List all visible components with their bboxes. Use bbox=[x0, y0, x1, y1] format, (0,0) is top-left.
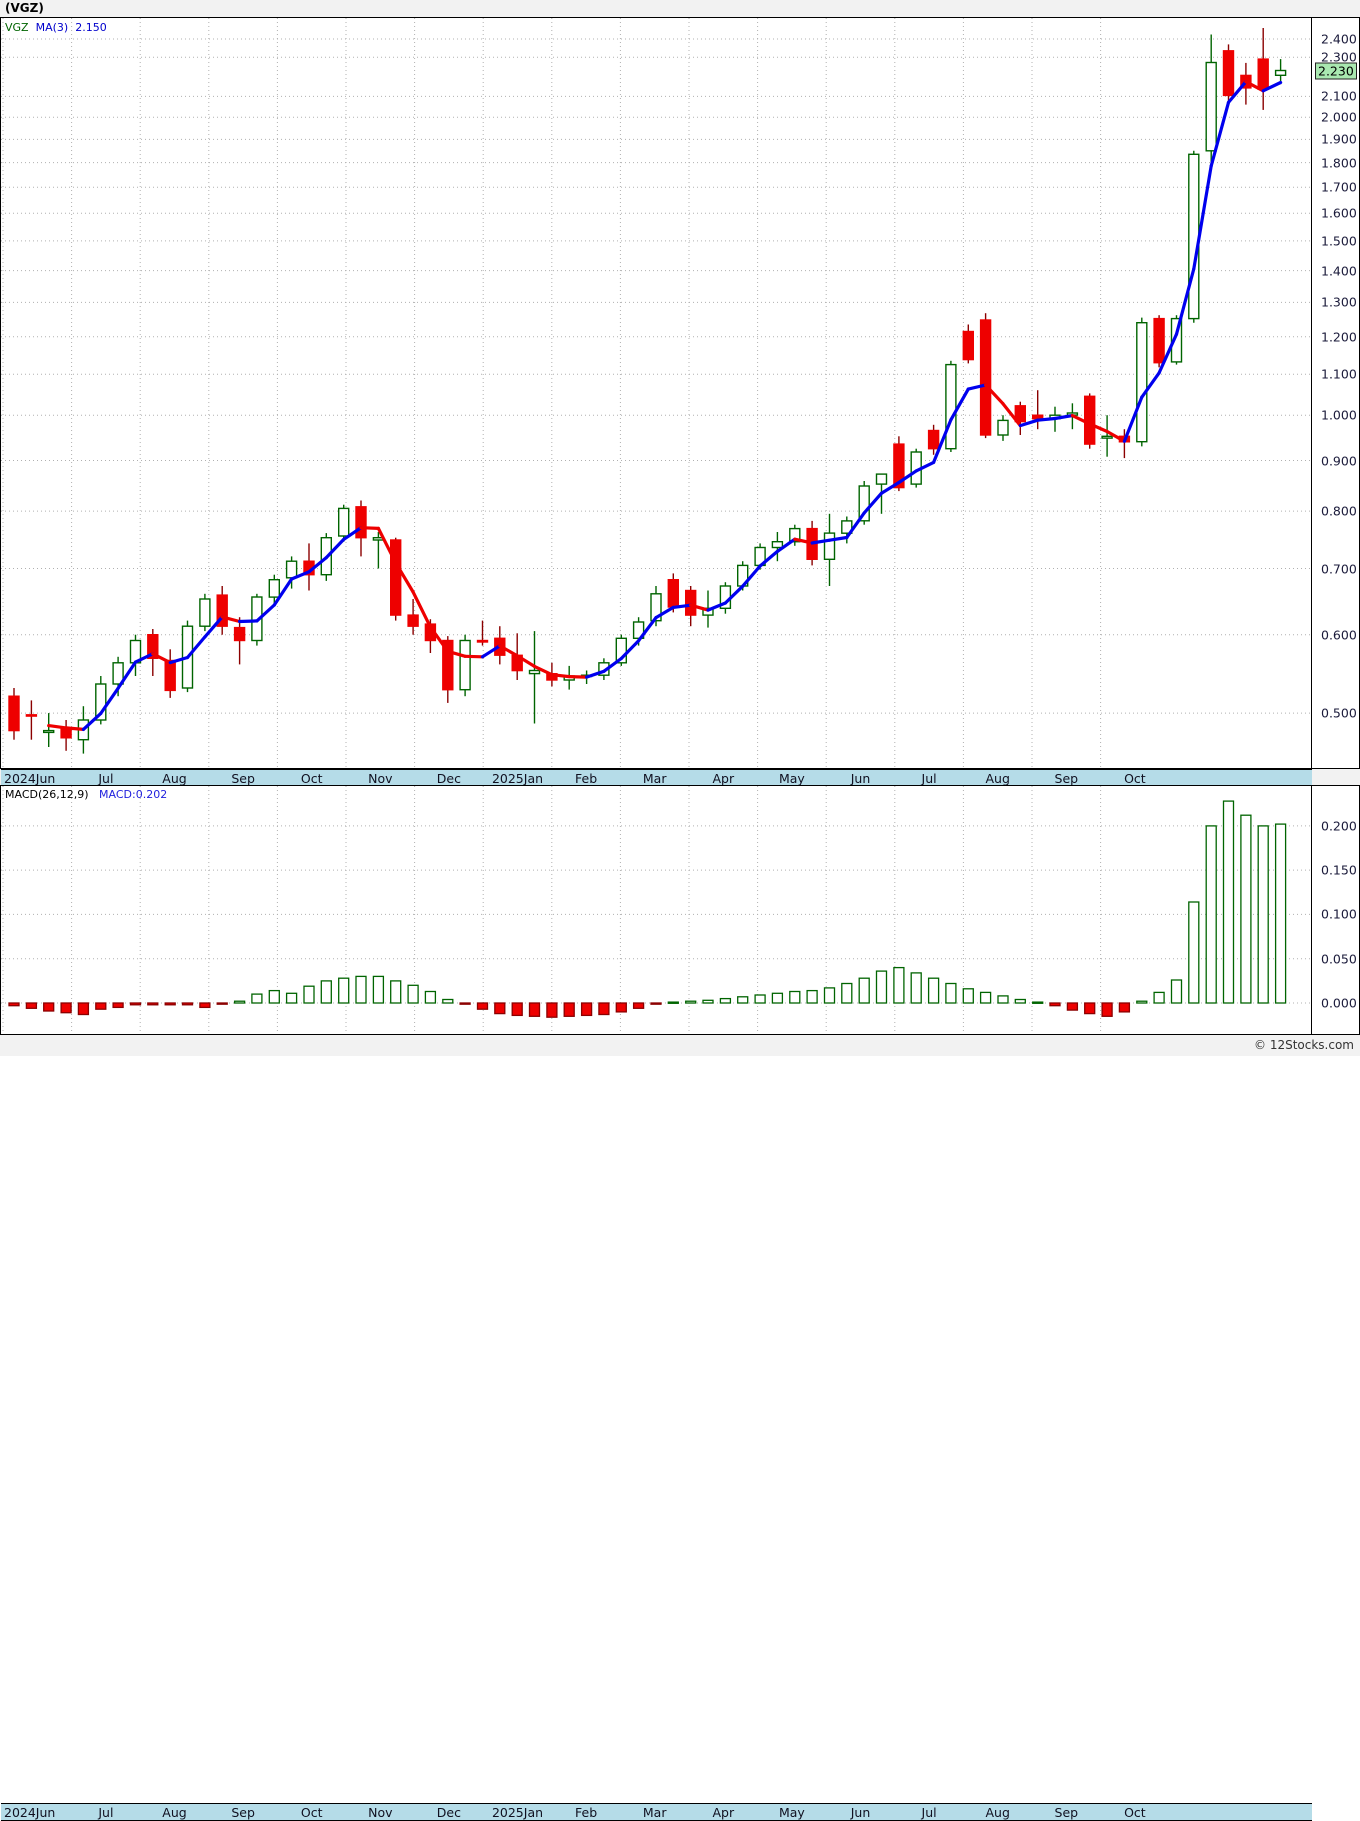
macd-y-tick: 0.150 bbox=[1321, 862, 1357, 878]
macd-date-label: Nov bbox=[368, 1805, 393, 1820]
macd-date-label: Aug bbox=[985, 1805, 1010, 1820]
price-y-tick: 1.500 bbox=[1321, 233, 1357, 249]
price-y-tick: 0.900 bbox=[1321, 453, 1357, 468]
price-date-label: Mar bbox=[642, 771, 667, 786]
price-date-label: Oct bbox=[1124, 771, 1146, 786]
price-y-tick: 1.700 bbox=[1321, 179, 1357, 195]
price-date-label: Feb bbox=[575, 771, 598, 786]
price-date-label: Sep bbox=[231, 771, 255, 786]
macd-y-tick: 0.050 bbox=[1321, 951, 1357, 967]
price-date-label: Nov bbox=[368, 771, 393, 786]
legend-macd-name: MACD(26,12,9) bbox=[5, 788, 89, 801]
macd-y-tick: 0.100 bbox=[1321, 906, 1357, 922]
price-date-label: Apr bbox=[712, 771, 735, 786]
legend-macd-value: MACD:0.202 bbox=[99, 788, 168, 801]
chart-footer: © 12Stocks.com bbox=[0, 1036, 1360, 1056]
macd-date-label: Dec bbox=[436, 1805, 461, 1820]
price-date-label: 2025Jan bbox=[491, 771, 544, 786]
page-title: (VGZ) bbox=[5, 1, 44, 15]
price-legend: VGZ MA(3) 2.150 bbox=[5, 21, 107, 34]
price-y-tick: 1.400 bbox=[1321, 263, 1357, 279]
price-y-tick: 1.900 bbox=[1321, 131, 1357, 147]
price-y-tick: 1.600 bbox=[1321, 205, 1357, 221]
macd-axis-divider bbox=[1311, 786, 1312, 1034]
macd-date-label: Jun bbox=[850, 1805, 871, 1820]
price-y-tick: 0.700 bbox=[1321, 561, 1357, 576]
price-candlestick-svg bbox=[1, 18, 1311, 768]
macd-date-label: Feb bbox=[575, 1805, 598, 1820]
price-y-tick: 1.100 bbox=[1321, 366, 1357, 382]
macd-date-label: 2024Jun bbox=[4, 1805, 56, 1820]
chart-header: (VGZ) bbox=[0, 0, 1360, 17]
last-price-badge: 2.230 bbox=[1315, 62, 1357, 79]
macd-date-label: Aug bbox=[162, 1805, 187, 1820]
copyright-label: © 12Stocks.com bbox=[1254, 1038, 1354, 1052]
price-date-label: Dec bbox=[436, 771, 461, 786]
macd-date-label: Sep bbox=[231, 1805, 255, 1820]
macd-date-label: Sep bbox=[1054, 1805, 1079, 1820]
legend-symbol: VGZ bbox=[5, 21, 29, 34]
legend-ma-label: MA(3) bbox=[35, 21, 69, 34]
macd-date-label: Jul bbox=[98, 1805, 114, 1820]
macd-y-tick: 0.200 bbox=[1321, 818, 1357, 834]
macd-date-axis: 2024Jun Jul Aug Sep Oct Nov Dec 2025Jan Feb Mar Ap… bbox=[1, 1803, 1312, 1821]
macd-date-label: Jul bbox=[921, 1805, 937, 1820]
price-y-tick: 1.800 bbox=[1321, 155, 1357, 171]
macd-y-axis-labels: 0.200 0.150 0.100 0.050 0.000 bbox=[1312, 786, 1360, 1034]
price-date-label: May bbox=[778, 771, 805, 786]
price-date-label: Jul bbox=[98, 771, 114, 786]
price-plot-area[interactable] bbox=[1, 18, 1311, 768]
price-axis-divider bbox=[1311, 18, 1312, 768]
price-date-label: Jul bbox=[921, 771, 937, 786]
macd-histogram-svg bbox=[1, 786, 1311, 1034]
price-y-tick: 2.400 bbox=[1321, 31, 1357, 47]
legend-ma-value: 2.150 bbox=[75, 21, 107, 34]
price-y-tick: 1.300 bbox=[1321, 294, 1357, 310]
price-y-tick: 2.000 bbox=[1321, 109, 1357, 125]
price-y-axis-labels: 2.400 2.300 2.100 2.000 1.900 1.800 1.700 1.600… bbox=[1312, 18, 1360, 768]
macd-date-label: Mar bbox=[642, 1805, 667, 1820]
price-date-label: Aug bbox=[985, 771, 1010, 786]
price-y-tick: 2.300 bbox=[1321, 49, 1357, 65]
price-date-label: Aug bbox=[162, 771, 187, 786]
macd-date-label: Oct bbox=[1124, 1805, 1146, 1820]
price-date-label: Jun bbox=[850, 771, 871, 786]
price-date-label: Sep bbox=[1054, 771, 1079, 786]
macd-legend: MACD(26,12,9) MACD:0.202 bbox=[5, 788, 167, 801]
price-y-tick: 0.600 bbox=[1321, 627, 1357, 643]
price-y-tick: 1.000 bbox=[1321, 407, 1357, 423]
macd-date-label: May bbox=[778, 1805, 805, 1820]
price-y-tick: 1.200 bbox=[1321, 329, 1357, 345]
macd-date-label: 2025Jan bbox=[491, 1805, 544, 1820]
price-date-label: Oct bbox=[300, 771, 323, 786]
price-chart-panel: VGZ MA(3) 2.150 2.400 2.300 2.100 2.000 1.90… bbox=[0, 17, 1360, 787]
price-y-tick: 0.800 bbox=[1321, 503, 1357, 519]
macd-y-tick: 0.000 bbox=[1321, 995, 1357, 1011]
price-y-tick: 2.100 bbox=[1321, 88, 1357, 104]
macd-plot-area[interactable] bbox=[1, 786, 1311, 1034]
price-y-tick: 0.500 bbox=[1321, 705, 1357, 721]
price-date-label: 2024Jun bbox=[4, 771, 56, 786]
macd-chart-panel: MACD(26,12,9) MACD:0.202 0.200 0.150 0.100… bbox=[0, 785, 1360, 1821]
macd-date-label: Apr bbox=[712, 1805, 735, 1820]
macd-date-label: Oct bbox=[300, 1805, 323, 1820]
